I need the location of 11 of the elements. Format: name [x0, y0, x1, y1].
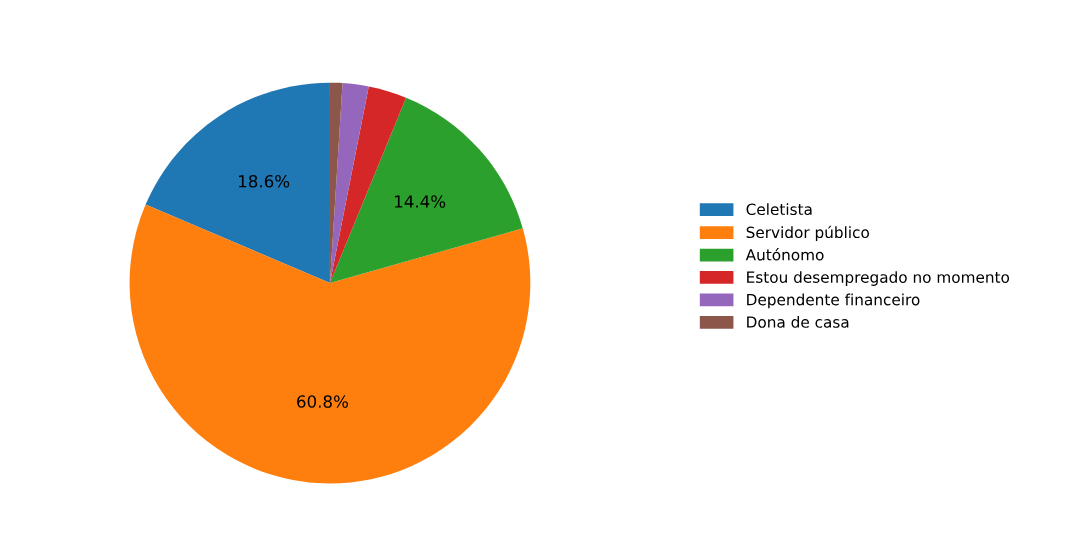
legend-label: Dependente financeiro [747, 293, 920, 309]
data-label: 14.4% [395, 195, 446, 208]
legend-label: Estou desempregado no momento [747, 271, 1010, 286]
legend-label: Celetista [746, 203, 812, 216]
pie-slice [329, 97, 523, 284]
legend-label: Dona de casa [747, 315, 849, 328]
pie-slice [145, 82, 330, 284]
legend-label: Servidor público [746, 225, 869, 242]
data-label: 18.6% [239, 174, 290, 188]
legend-label: Autónomo [745, 248, 824, 261]
data-label: 60.8% [297, 395, 348, 408]
